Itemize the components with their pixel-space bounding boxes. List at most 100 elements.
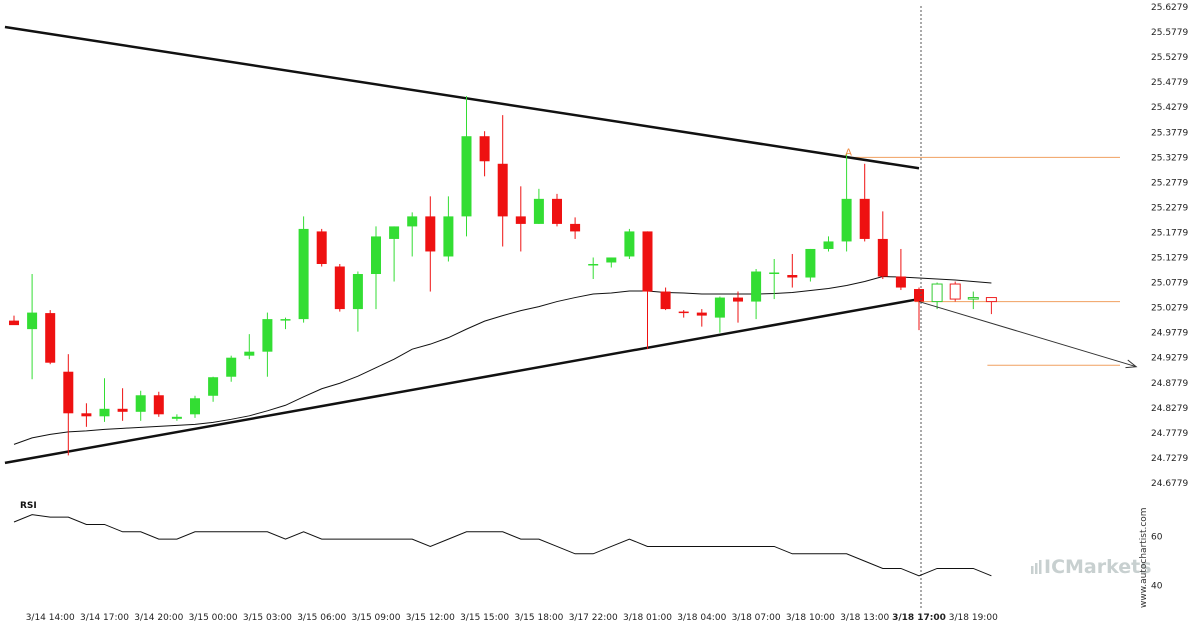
x-tick-label: 3/18 01:00 bbox=[623, 613, 672, 623]
candle-body bbox=[841, 198, 852, 242]
candle-body bbox=[262, 319, 273, 352]
candle-body bbox=[949, 283, 961, 300]
candle-body bbox=[696, 312, 707, 316]
candle-body bbox=[280, 319, 291, 321]
x-tick-label: 3/18 07:00 bbox=[732, 613, 781, 623]
candle-body bbox=[27, 312, 38, 330]
horizontal-levels bbox=[842, 156, 1120, 366]
y-tick-label: 25.0779 bbox=[1151, 279, 1188, 289]
y-tick-label: 25.5779 bbox=[1151, 28, 1188, 38]
y-tick-label: 24.8779 bbox=[1151, 379, 1188, 389]
candle-body bbox=[371, 236, 381, 275]
candle-body bbox=[895, 276, 906, 288]
candle-body bbox=[316, 231, 327, 264]
candle-body bbox=[859, 198, 870, 239]
candles bbox=[9, 96, 997, 456]
x-tick-label: 3/15 18:00 bbox=[514, 613, 563, 623]
candle-body bbox=[570, 223, 581, 232]
candle-body bbox=[914, 289, 924, 302]
candle-body bbox=[714, 297, 725, 318]
candle-body bbox=[171, 416, 182, 419]
candle-body bbox=[823, 241, 834, 249]
rsi-line bbox=[13, 514, 992, 577]
y-tick-label: 25.3279 bbox=[1151, 153, 1188, 163]
watermark-text: www.autochartist.com bbox=[1139, 507, 1149, 608]
x-tick-label: 3/14 20:00 bbox=[134, 613, 183, 623]
y-tick-label: 25.1279 bbox=[1151, 254, 1188, 264]
candle-body bbox=[352, 274, 363, 310]
candle-body bbox=[678, 311, 689, 314]
candle-body bbox=[407, 216, 418, 227]
brand-logo-bar bbox=[1031, 566, 1034, 574]
moving-average bbox=[13, 276, 992, 445]
candle-body bbox=[389, 226, 400, 239]
trendline bbox=[4, 297, 920, 465]
candle-body bbox=[135, 395, 146, 412]
x-tick-label: 3/18 19:00 bbox=[949, 613, 998, 623]
candle-body bbox=[45, 313, 56, 363]
x-tick-label: 3/18 10:00 bbox=[786, 613, 835, 623]
y-tick-label: 25.3779 bbox=[1151, 128, 1188, 138]
y-tick-label: 25.2279 bbox=[1151, 203, 1188, 213]
rsi-tick-label: 40 bbox=[1151, 582, 1163, 592]
candle-body bbox=[552, 198, 562, 224]
brand-logo-bar bbox=[1035, 563, 1038, 574]
candle-body bbox=[298, 228, 309, 320]
candle-body bbox=[244, 351, 255, 356]
x-tick-label: 3/18 13:00 bbox=[840, 613, 889, 623]
candle-body bbox=[117, 408, 128, 412]
candle-body bbox=[877, 238, 888, 277]
brand-logo: ICMarkets bbox=[1031, 556, 1152, 578]
candle-body bbox=[606, 257, 617, 263]
y-tick-label: 24.7779 bbox=[1151, 429, 1188, 439]
brand-logo-bar bbox=[1039, 560, 1042, 574]
candle-body bbox=[769, 272, 780, 275]
x-tick-label: 3/15 06:00 bbox=[297, 613, 346, 623]
candle-body bbox=[63, 371, 74, 414]
candle-body bbox=[751, 271, 762, 302]
point-label-a: A bbox=[845, 147, 852, 158]
y-tick-label: 25.1779 bbox=[1151, 228, 1188, 238]
moving-average-line bbox=[13, 276, 992, 445]
candle-body bbox=[805, 248, 816, 278]
x-tick-label: 3/15 00:00 bbox=[189, 613, 238, 623]
candle-body bbox=[967, 297, 979, 300]
projection-arrow-line bbox=[918, 301, 1137, 368]
x-tick-label: 3/18 17:00 bbox=[892, 613, 946, 623]
x-tick-label: 3/15 12:00 bbox=[406, 613, 455, 623]
candle-body bbox=[660, 291, 671, 310]
candle-body bbox=[515, 216, 526, 224]
candle-body bbox=[624, 231, 635, 257]
candle-body bbox=[208, 377, 219, 396]
candle-body bbox=[443, 216, 454, 257]
candle-body bbox=[461, 136, 472, 217]
candle-body bbox=[99, 408, 110, 417]
y-tick-label: 25.5279 bbox=[1151, 53, 1188, 63]
candle-body bbox=[81, 413, 92, 417]
x-tick-label: 3/17 22:00 bbox=[569, 613, 618, 623]
candle-body bbox=[425, 216, 436, 252]
y-tick-label: 25.6279 bbox=[1151, 3, 1188, 13]
x-tick-label: 3/15 09:00 bbox=[351, 613, 400, 623]
candle-body bbox=[588, 263, 599, 266]
overlay: A ICMarkets bbox=[845, 6, 1152, 610]
candle-body bbox=[533, 198, 544, 224]
candle-body bbox=[985, 297, 997, 303]
candle-body bbox=[787, 275, 798, 278]
x-tick-label: 3/15 03:00 bbox=[243, 613, 292, 623]
y-tick-label: 24.9779 bbox=[1151, 329, 1188, 339]
candle-body bbox=[733, 297, 743, 302]
y-tick-label: 25.4779 bbox=[1151, 78, 1188, 88]
brand-name: ICMarkets bbox=[1044, 556, 1152, 578]
candle-body bbox=[642, 231, 653, 292]
y-tick-label: 24.7279 bbox=[1151, 454, 1188, 464]
candle-body bbox=[931, 283, 943, 303]
rsi-tick-label: 60 bbox=[1151, 533, 1163, 543]
y-tick-label: 24.9279 bbox=[1151, 354, 1188, 364]
rsi-label: RSI bbox=[20, 501, 37, 511]
x-tick-label: 3/14 17:00 bbox=[80, 613, 129, 623]
candle-body bbox=[9, 320, 19, 326]
candle-body bbox=[334, 266, 345, 310]
